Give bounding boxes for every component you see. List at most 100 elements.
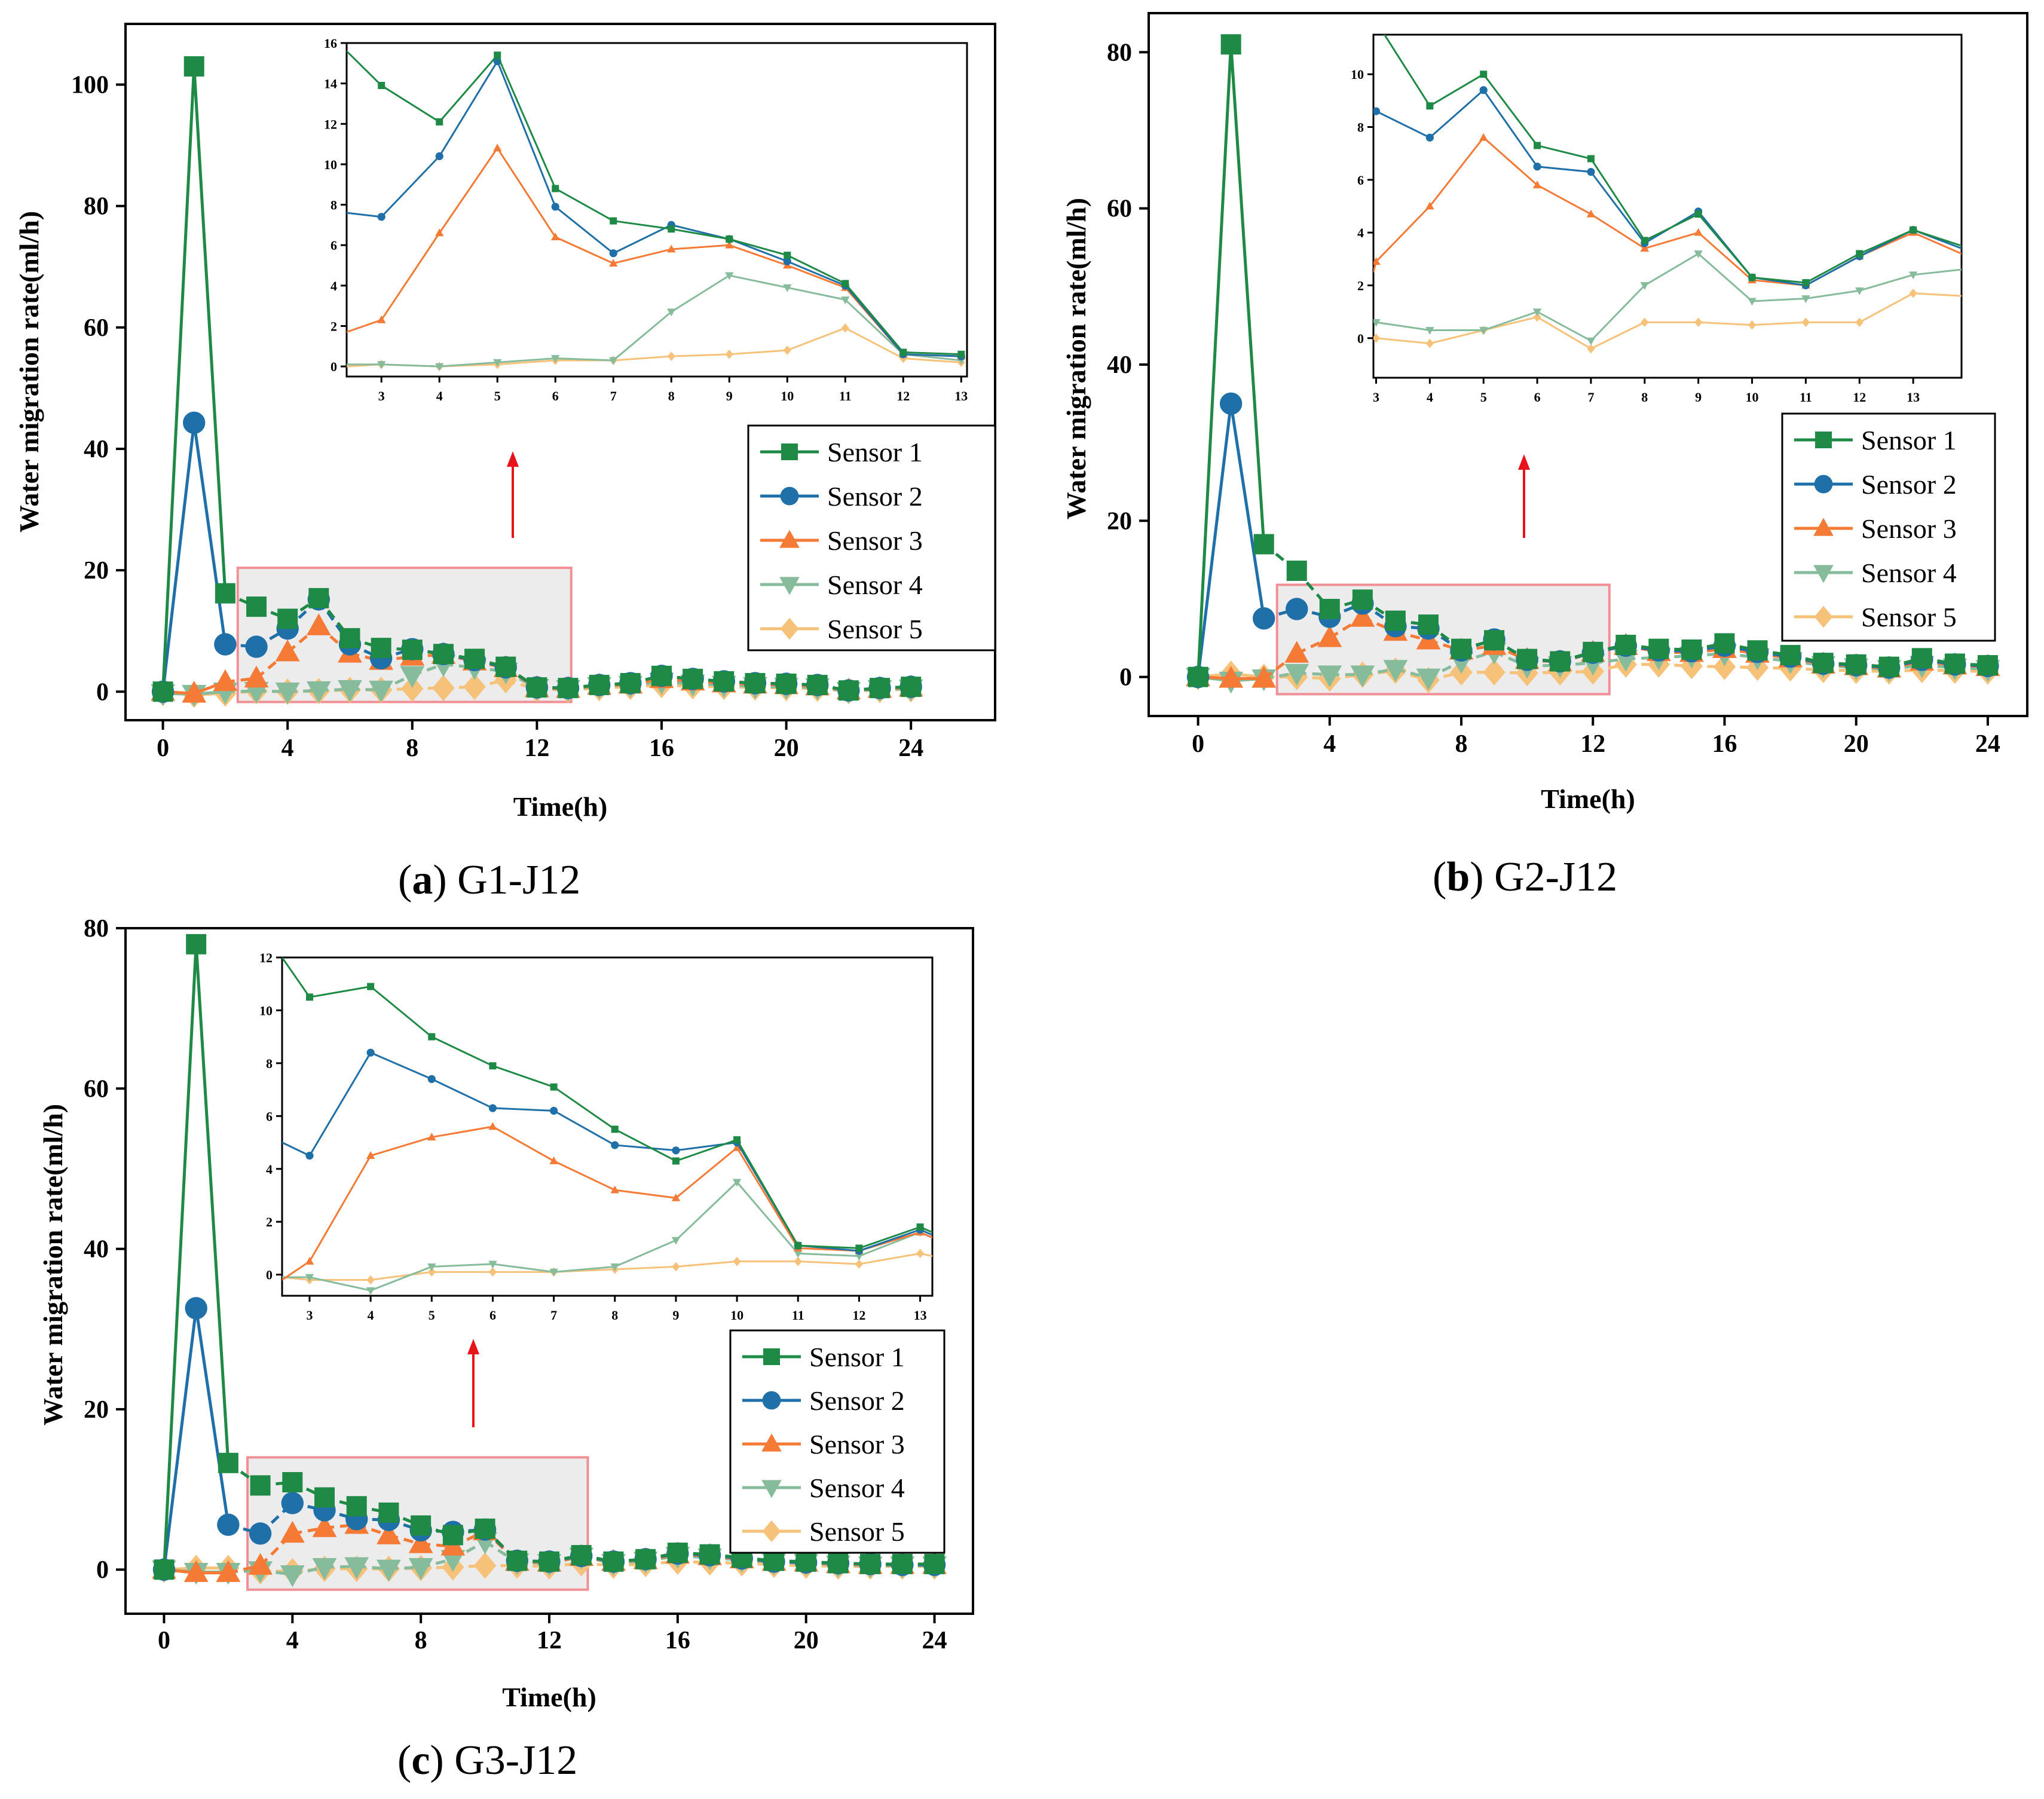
data-point-sensor1 xyxy=(1188,666,1208,687)
data-point-sensor2 xyxy=(183,411,206,435)
data-point-sensor1 xyxy=(378,1502,399,1523)
inset-data-point-sensor1 xyxy=(305,993,313,1001)
legend-marker-sensor1 xyxy=(1815,432,1832,448)
inset-x-tick-label: 11 xyxy=(792,1308,804,1323)
inset-x-tick-label: 5 xyxy=(1480,390,1487,405)
inset-data-point-sensor3 xyxy=(667,244,676,253)
x-axis-label: Time(h) xyxy=(1541,784,1635,814)
inset-data-point-sensor1 xyxy=(726,235,733,243)
x-tick-label: 20 xyxy=(1844,730,1869,758)
legend: Sensor 1 Sensor 2 Sensor 3 Sensor 4 Sensor 5 xyxy=(1781,412,1996,642)
inset-data-point-sensor2 xyxy=(1373,107,1381,115)
inset-data-point-sensor3 xyxy=(671,1193,681,1201)
legend-item-sensor1: Sensor 1 xyxy=(1794,425,1957,455)
inset-data-point-sensor4 xyxy=(1373,319,1381,327)
caption-open-paren: ( xyxy=(397,1737,411,1783)
inset-data-point-sensor4 xyxy=(1855,287,1864,295)
data-point-sensor3 xyxy=(1350,605,1375,627)
plot-frame xyxy=(124,23,996,721)
inset-x-tick-label: 6 xyxy=(552,388,559,403)
inset-data-point-sensor4 xyxy=(366,1287,375,1295)
inset-data-point-sensor4 xyxy=(1694,250,1703,258)
inset-data-point-sensor3 xyxy=(1694,228,1703,236)
inset-x-tick-label: 13 xyxy=(914,1308,927,1323)
data-point-sensor1 xyxy=(870,678,891,699)
inset-x-tick-label: 5 xyxy=(429,1308,435,1323)
inset-data-point-sensor1 xyxy=(855,1244,863,1252)
inset-series-line-1 xyxy=(347,50,962,356)
data-point-sensor4 xyxy=(338,680,362,702)
inset-data-point-sensor4 xyxy=(435,363,444,371)
inset-x-tick-label: 9 xyxy=(672,1308,679,1323)
data-point-sensor1 xyxy=(620,673,641,694)
data-point-sensor2 xyxy=(249,1522,272,1545)
data-point-sensor1 xyxy=(1780,645,1801,666)
data-point-sensor4 xyxy=(280,1565,305,1587)
data-point-sensor3 xyxy=(312,1515,337,1537)
inset-x-tick-label: 4 xyxy=(368,1308,374,1323)
inset-data-point-sensor4 xyxy=(609,357,618,365)
inset-series-group xyxy=(282,957,932,1295)
data-point-sensor1 xyxy=(1714,633,1735,654)
series-line-dashed-1 xyxy=(1263,543,1988,669)
x-tick-label: 20 xyxy=(794,1627,819,1654)
data-point-sensor4 xyxy=(408,1558,433,1580)
inset-y-tick-label: 6 xyxy=(1357,173,1364,188)
data-point-sensor1 xyxy=(1944,653,1965,674)
data-point-sensor3 xyxy=(1284,641,1309,663)
zoom-arrow-head xyxy=(1518,454,1530,470)
inset-data-point-sensor1 xyxy=(1748,274,1756,282)
inset-frame xyxy=(281,956,934,1297)
inset-data-point-sensor4 xyxy=(1479,327,1488,335)
legend-label-sensor4: Sensor 4 xyxy=(809,1473,905,1503)
inset-data-point-sensor2 xyxy=(611,1141,619,1149)
data-point-sensor1 xyxy=(589,675,610,696)
legend-item-sensor5: Sensor 5 xyxy=(760,614,923,644)
data-point-sensor4 xyxy=(1317,665,1342,687)
legend-item-sensor3: Sensor 3 xyxy=(760,525,923,556)
x-tick-label: 24 xyxy=(1975,730,2000,758)
caption-text: G1-J12 xyxy=(457,857,580,903)
caption-text: G3-J12 xyxy=(454,1737,577,1783)
inset-chart: 3 4 5 6 7 8 9 10 11 12 13 0 2 4 6 8 10 12 xyxy=(259,950,934,1323)
caption-open-paren: ( xyxy=(398,857,412,903)
series-line-2 xyxy=(161,422,227,692)
inset-x-tick-label: 10 xyxy=(1746,390,1759,405)
legend-item-sensor3: Sensor 3 xyxy=(1794,513,1957,544)
inset-data-point-sensor3 xyxy=(488,1122,497,1130)
legend-item-sensor2: Sensor 2 xyxy=(760,481,923,512)
y-axis-label: Water migration rate(ml/h) xyxy=(1061,198,1091,519)
caption-letter: a xyxy=(412,857,433,903)
x-tick-label: 4 xyxy=(281,735,294,762)
legend-label-sensor5: Sensor 5 xyxy=(809,1516,905,1547)
x-tick-label: 4 xyxy=(1323,730,1336,758)
data-point-sensor2 xyxy=(245,635,268,658)
inset-y-tick-label: 4 xyxy=(331,279,337,293)
legend-label-sensor3: Sensor 3 xyxy=(809,1429,905,1460)
inset-data-point-sensor1 xyxy=(668,225,675,233)
legend-label-sensor1: Sensor 1 xyxy=(1861,425,1957,455)
inset-data-point-sensor2 xyxy=(783,257,791,265)
panel-caption: (c) G3-J12 xyxy=(397,1737,577,1783)
data-point-sensor5 xyxy=(401,675,424,702)
data-point-sensor1 xyxy=(1385,610,1406,631)
inset-data-point-sensor1 xyxy=(610,217,617,225)
legend-label-sensor2: Sensor 2 xyxy=(809,1385,905,1416)
inset-data-point-sensor4 xyxy=(671,1237,681,1245)
series-group xyxy=(1186,34,2000,694)
inset-data-point-sensor5 xyxy=(667,351,675,361)
inset-data-point-sensor3 xyxy=(725,240,734,249)
inset-series-line-2 xyxy=(347,59,962,357)
data-point-sensor1 xyxy=(346,1496,367,1517)
inset-data-point-sensor4 xyxy=(1425,327,1434,335)
data-point-sensor5 xyxy=(1713,653,1736,680)
data-point-sensor3 xyxy=(216,1560,241,1582)
y-tick-label: 0 xyxy=(96,678,109,706)
inset-x-tick-label: 6 xyxy=(489,1308,496,1323)
inset-data-point-sensor4 xyxy=(1640,282,1650,290)
inset-y-tick-label: 8 xyxy=(1357,120,1364,135)
inset-x-tick-label: 12 xyxy=(1853,390,1866,405)
caption-close-paren: ) xyxy=(430,1737,454,1783)
data-point-sensor1 xyxy=(442,1525,463,1546)
inset-y-tick-label: 4 xyxy=(1357,225,1364,240)
